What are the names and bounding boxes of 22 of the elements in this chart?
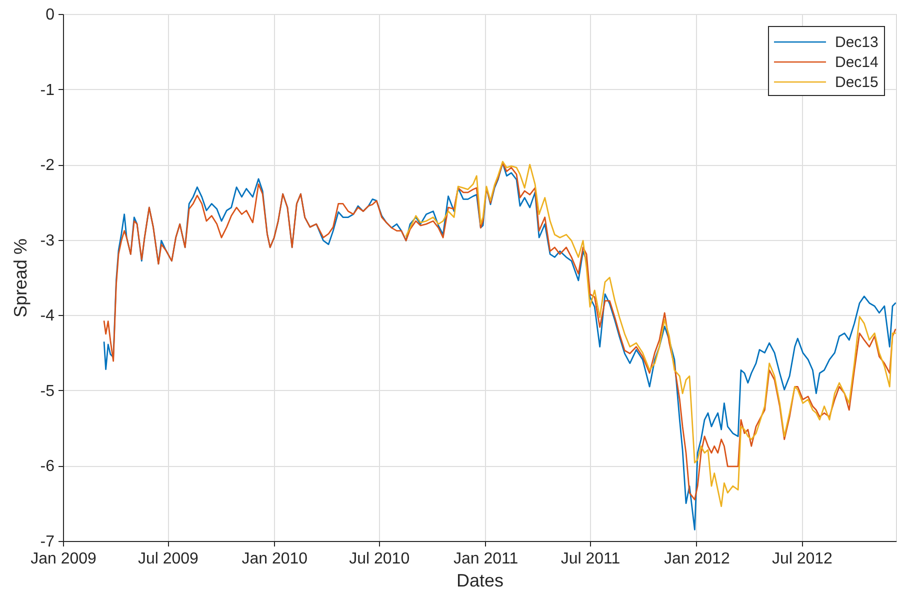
y-tick-label: 0: [46, 6, 55, 24]
x-tick-label: Jan 2010: [242, 550, 308, 568]
y-tick-label: -2: [40, 157, 55, 174]
y-tick-label: -6: [40, 458, 55, 476]
x-tick-label: Jul 2009: [138, 550, 199, 568]
legend-label: Dec14: [835, 54, 878, 71]
line-series: [405, 160, 896, 508]
x-tick-label: Jul 2010: [349, 550, 410, 568]
y-tick-label: -1: [40, 82, 55, 99]
x-tick-label: Jul 2011: [560, 550, 620, 568]
y-axis-title: Spread %: [10, 238, 30, 318]
y-tick-label: -5: [40, 382, 55, 400]
x-tick-label: Jan 2009: [30, 550, 97, 568]
y-tick-label: -3: [40, 232, 55, 250]
legend-label: Dec13: [835, 34, 878, 51]
legend-label: Dec15: [835, 74, 878, 91]
x-tick-label: Jul 2012: [772, 550, 833, 568]
y-tick-label: -7: [40, 534, 55, 550]
x-axis-title: Dates: [456, 570, 504, 590]
y-tick-label: -4: [40, 308, 55, 325]
x-tick-label: Jan 2011: [453, 550, 518, 568]
x-tick-label: Jan 2012: [664, 550, 730, 568]
